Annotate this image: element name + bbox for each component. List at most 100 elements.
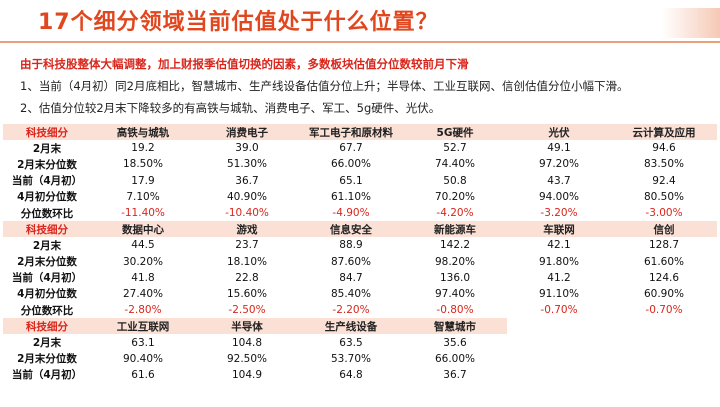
table-cell: 27.40% <box>122 287 164 300</box>
table-row: 4月初分位数 7.10% 40.90% 61.10% 70.20% 94.00% 80.50… <box>3 189 717 205</box>
table-cell: 61.60% <box>643 255 685 268</box>
table-cell: 66.00% <box>330 158 372 171</box>
row-label: 当前（4月初） <box>11 272 83 285</box>
table-cell: 22.8 <box>235 271 259 284</box>
table-cell: 70.20% <box>434 190 476 203</box>
table-cell: 124.6 <box>648 271 680 284</box>
table-cell: -10.40% <box>225 207 269 220</box>
table-cell: 50.8 <box>443 174 467 187</box>
empty-cell <box>507 366 611 383</box>
table-cell: 104.8 <box>231 336 263 349</box>
bullet-point-2: 2、估值分位较2月末下降较多的有高铁与城轨、消费电子、军工、5g硬件、光伏。 <box>20 101 441 115</box>
table-cell: 98.20% <box>434 255 476 268</box>
table-row: 4月初分位数 27.40% 15.60% 85.40% 97.40% 91.10% 60.9… <box>3 286 717 302</box>
table-cell: 19.2 <box>131 142 155 155</box>
subtitle: 由于科技股整体大幅调整，加上财报季估值切换的因素，多数板块估值分位数较前月下滑 <box>20 57 469 71</box>
valuation-table: 科技细分 高铁与城轨 消费电子 军工电子和原材料 5G硬件 光伏 云计算及应用 2月末 19.2… <box>3 124 717 383</box>
header-sector-name: 工业互联网 <box>91 318 195 335</box>
row-label: 2月末分位数 <box>17 353 77 366</box>
table-header-row: 科技细分 工业互联网 半导体 生产线设备 智慧城市 <box>3 318 717 335</box>
table-cell: 36.7 <box>235 174 259 187</box>
table-cell: 35.6 <box>443 336 467 349</box>
table-cell: 23.7 <box>235 239 259 252</box>
table-cell: 7.10% <box>126 190 160 203</box>
table-row: 当前（4月初） 41.8 22.8 84.7 136.0 41.2 124.6 <box>3 270 717 286</box>
header-sector-name: 游戏 <box>195 221 299 238</box>
table-cell: 63.1 <box>131 336 155 349</box>
header-sector-name: 半导体 <box>195 318 299 335</box>
header-sector-name: 信创 <box>611 221 717 238</box>
table-cell: 61.6 <box>131 368 155 381</box>
header-category-label: 科技细分 <box>3 318 91 335</box>
empty-cell <box>611 318 717 335</box>
header-sector-name: 数据中心 <box>91 221 195 238</box>
empty-cell <box>507 318 611 335</box>
table-cell: -0.70% <box>540 304 578 317</box>
table-cell: 94.6 <box>652 142 676 155</box>
header-sector-name: 云计算及应用 <box>611 124 717 141</box>
row-label: 当前（4月初） <box>11 175 83 188</box>
table-cell: 136.0 <box>439 271 471 284</box>
header-sector-name: 车联网 <box>507 221 611 238</box>
empty-cell <box>507 350 611 367</box>
empty-cell <box>611 350 717 367</box>
header-category-label: 科技细分 <box>3 124 91 141</box>
table-cell: 52.7 <box>443 142 467 155</box>
table-cell: -2.50% <box>228 304 266 317</box>
table-cell: -0.80% <box>436 304 474 317</box>
table-cell: 41.2 <box>547 271 571 284</box>
table-cell: -0.70% <box>645 304 683 317</box>
empty-cell <box>611 366 717 383</box>
row-label: 2月末分位数 <box>17 256 77 269</box>
table-cell: 40.90% <box>226 190 268 203</box>
header-sector-name: 新能源车 <box>403 221 507 238</box>
table-cell: 83.50% <box>643 158 685 171</box>
table-cell: 30.20% <box>122 255 164 268</box>
table-cell: 17.9 <box>131 174 155 187</box>
table-cell: 91.80% <box>538 255 580 268</box>
header-sector-name: 光伏 <box>507 124 611 141</box>
row-label: 2月末 <box>32 239 62 252</box>
title-divider <box>0 41 720 43</box>
table-row: 2月末分位数 18.50% 51.30% 66.00% 74.40% 97.20% 83.5… <box>3 156 717 172</box>
table-cell: 94.00% <box>538 190 580 203</box>
table-cell: 41.8 <box>131 271 155 284</box>
table-cell: 88.9 <box>339 239 363 252</box>
row-label: 4月初分位数 <box>17 191 77 204</box>
table-cell: 60.90% <box>643 287 685 300</box>
table-row: 2月末分位数 30.20% 18.10% 87.60% 98.20% 91.80% 61.6… <box>3 254 717 270</box>
table-cell: 97.40% <box>434 287 476 300</box>
row-label: 4月初分位数 <box>17 288 77 301</box>
header-sector-name: 生产线设备 <box>299 318 403 335</box>
table-cell: 64.8 <box>339 368 363 381</box>
header-sector-name: 信息安全 <box>299 221 403 238</box>
table-cell: -11.40% <box>121 207 165 220</box>
table-cell: 91.10% <box>538 287 580 300</box>
table-cell: -4.20% <box>436 207 474 220</box>
table-row: 当前（4月初） 61.6 104.9 64.8 36.7 <box>3 366 717 383</box>
header-sector-name: 消费电子 <box>195 124 299 141</box>
table-cell: 66.00% <box>434 352 476 365</box>
table-cell: 39.0 <box>235 142 259 155</box>
page-title: 17个细分领域当前估值处于什么位置？ <box>38 10 439 35</box>
table-cell: 85.40% <box>330 287 372 300</box>
table-cell: 18.50% <box>122 158 164 171</box>
table-cell: -3.20% <box>540 207 578 220</box>
table-row: 2月末分位数 90.40% 92.50% 53.70% 66.00% <box>3 350 717 367</box>
table-row: 2月末 19.2 39.0 67.7 52.7 49.1 94.6 <box>3 140 717 156</box>
table-cell: 49.1 <box>547 142 571 155</box>
table-cell: 67.7 <box>339 142 363 155</box>
table-cell: 18.10% <box>226 255 268 268</box>
table-cell: 90.40% <box>122 352 164 365</box>
table-cell: 42.1 <box>547 239 571 252</box>
table-row: 2月末 63.1 104.8 63.5 35.6 <box>3 334 717 351</box>
table-cell: 53.70% <box>330 352 372 365</box>
table-cell: 104.9 <box>231 368 263 381</box>
table-cell: 15.60% <box>226 287 268 300</box>
table-cell: 92.50% <box>226 352 268 365</box>
table-cell: 92.4 <box>652 174 676 187</box>
row-label: 2月末 <box>32 337 62 350</box>
table-cell: 43.7 <box>547 174 571 187</box>
table-header-row: 科技细分 数据中心 游戏 信息安全 新能源车 车联网 信创 <box>3 221 717 238</box>
table-cell: 74.40% <box>434 158 476 171</box>
